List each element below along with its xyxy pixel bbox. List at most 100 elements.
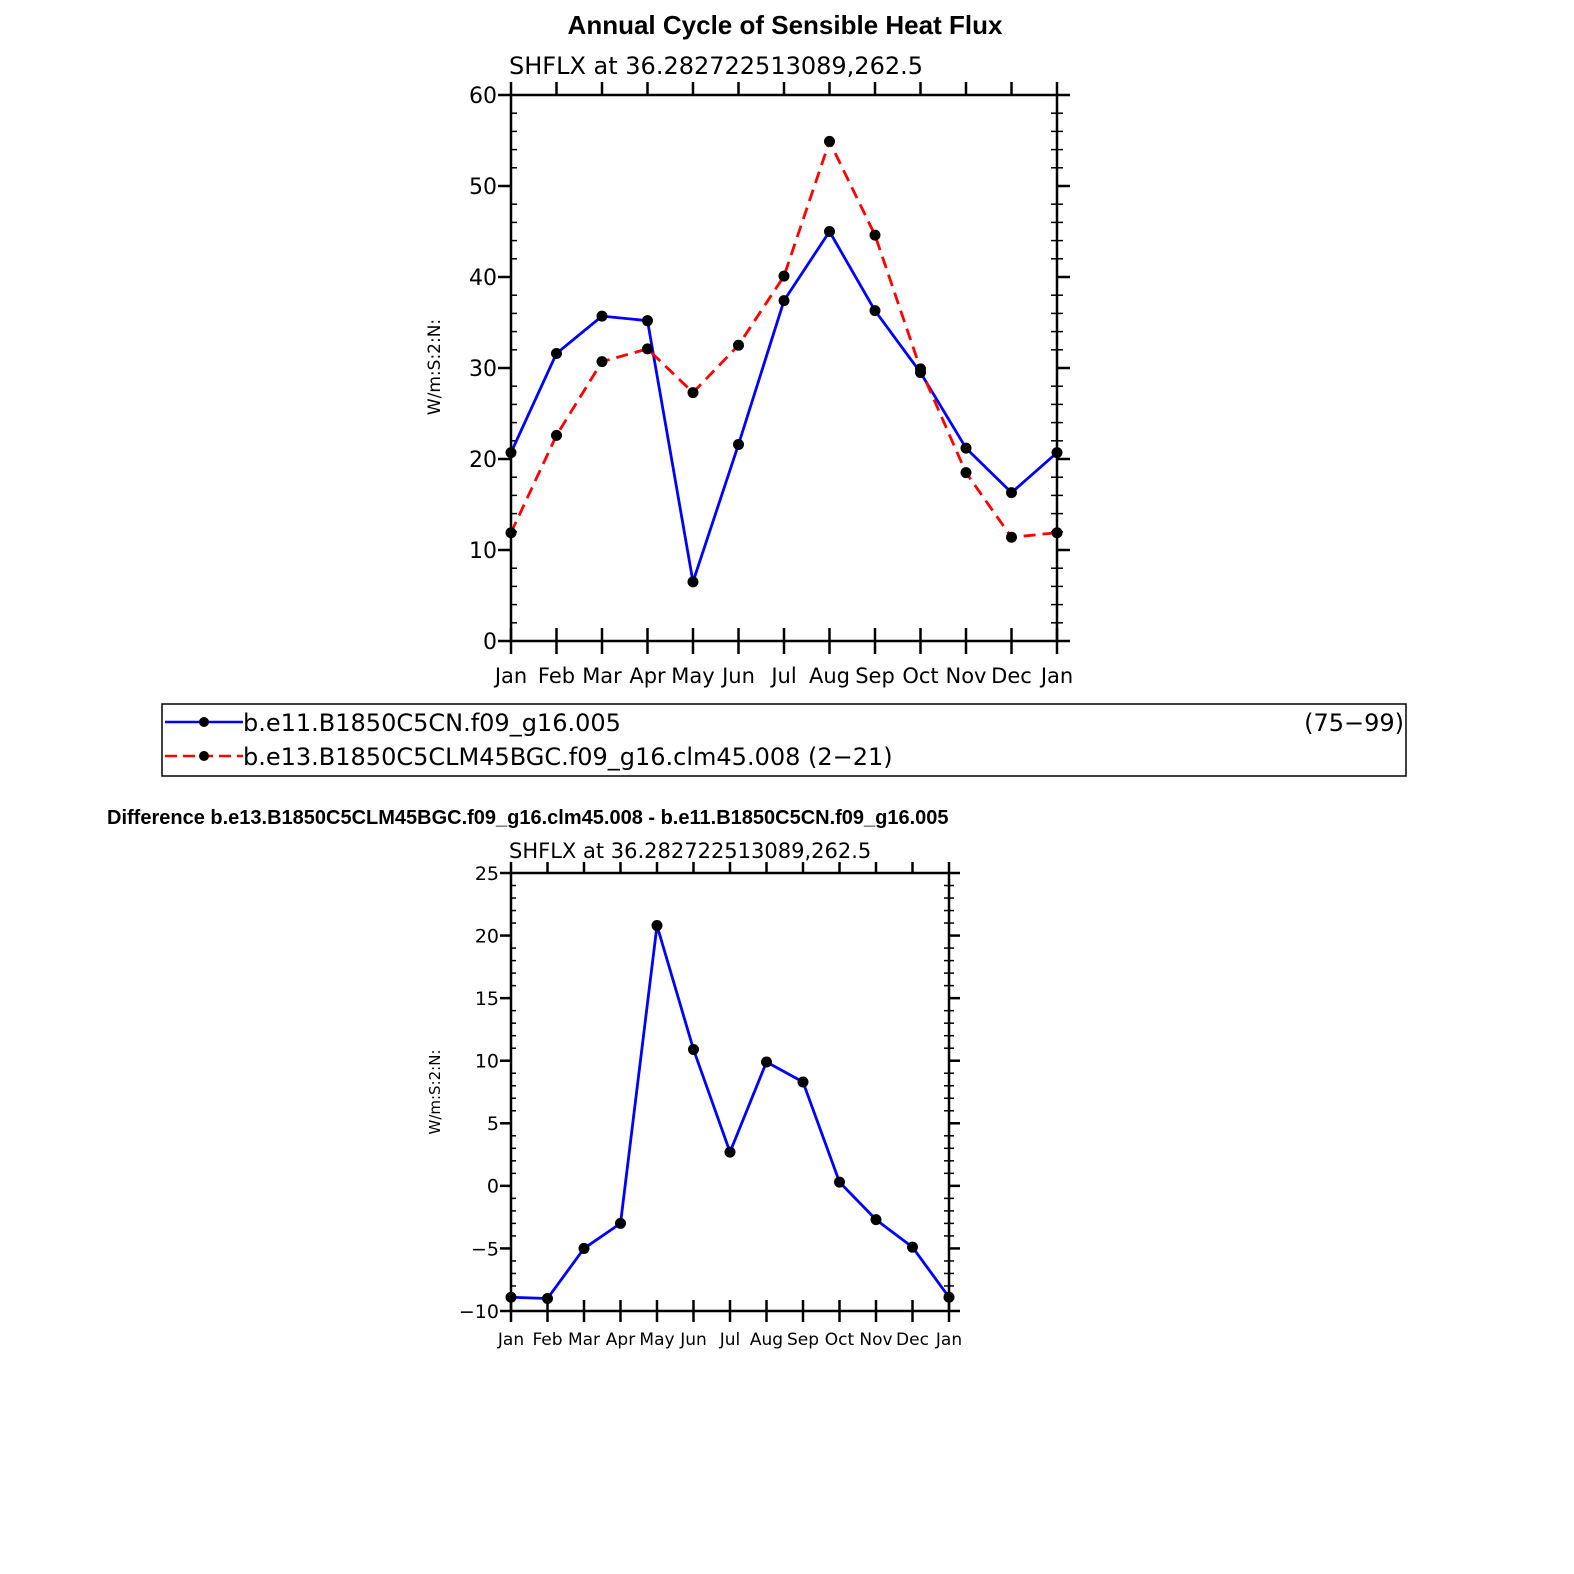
x-tick-label: Jan [497,1330,524,1350]
y-tick-label: 25 [475,863,499,885]
legend-label-series-2: b.e13.B1850C5CLM45BGC.f09_g16.clm45.008 … [243,743,893,771]
x-tick-label: Dec [896,1330,929,1350]
data-point-series-1 [688,1043,699,1055]
x-tick-label: Nov [946,664,987,688]
legend-box [161,703,1407,777]
data-point-series-2 [915,363,926,375]
x-tick-label: Oct [825,1330,855,1350]
data-point-series-1 [651,920,663,932]
data-point-series-1 [615,1217,626,1229]
data-point-series-1 [1006,487,1017,499]
x-tick-label: Sep [787,1330,819,1350]
difference-chart: SHFLX at 36.282722513089,262.5 W/m:S:2:N… [426,839,962,1350]
y-tick-label: 10 [469,539,497,564]
data-point-series-1 [505,447,517,459]
y-tick-label: 0 [487,1176,499,1198]
x-tick-label: Jan [1039,664,1073,688]
series-line-2 [509,140,1058,539]
data-point-series-1 [960,442,972,454]
data-point-series-2 [687,387,699,399]
data-point-series-1 [797,1076,809,1088]
x-tick-label: Dec [991,664,1032,688]
data-point-series-2 [824,135,835,147]
x-tick-label: May [671,664,714,688]
data-point-series-2 [505,527,517,539]
legend-marker-series-2 [199,751,209,761]
x-tick-label: Mar [568,1330,600,1350]
x-tick-label: Jan [935,1330,962,1350]
x-tick-label: Aug [750,1330,783,1350]
y-tick-label: 20 [469,448,497,473]
y-tick-label: −10 [459,1301,499,1323]
data-point-series-1 [869,305,881,317]
y-tick-label: 20 [475,925,499,947]
y-tick-label: 40 [469,266,497,291]
top-chart-ylabel: W/m:S:2:N: [425,319,445,415]
data-point-series-1 [687,576,699,588]
data-point-series-1 [907,1241,918,1253]
data-point-series-2 [596,356,608,368]
data-point-series-1 [870,1214,882,1226]
series-line-1 [510,924,951,1300]
y-tick-label: 10 [475,1051,499,1073]
data-point-series-1 [778,295,790,307]
data-point-series-1 [761,1056,772,1068]
x-tick-label: Apr [629,664,666,688]
x-tick-label: Feb [532,1330,562,1350]
data-point-series-1 [642,315,653,327]
data-point-series-1 [578,1242,590,1254]
x-tick-label: Oct [902,664,938,688]
x-tick-label: May [639,1330,674,1350]
x-tick-label: Jun [720,664,755,688]
data-point-series-2 [642,343,653,355]
main-title: Annual Cycle of Sensible Heat Flux [568,10,1003,40]
top-chart-frame [509,93,1059,643]
y-tick-label: 30 [469,357,497,382]
data-point-series-1 [943,1291,955,1303]
data-point-series-1 [824,226,835,237]
legend-marker-series-1 [199,717,209,727]
bottom-chart-subtitle: SHFLX at 36.282722513089,262.5 [509,839,871,863]
data-point-series-1 [1051,447,1063,459]
x-tick-label: Mar [582,664,622,688]
x-tick-label: Jun [679,1330,707,1350]
legend-years-series-1: (75−99) [1304,709,1404,737]
bottom-chart-ylabel: W/m:S:2:N: [426,1050,444,1135]
y-tick-label: 0 [483,630,497,655]
data-point-series-1 [834,1176,845,1188]
data-point-series-1 [733,438,744,450]
x-tick-label: Nov [859,1330,892,1350]
y-tick-label: 5 [487,1113,499,1135]
x-tick-label: Jul [769,664,796,688]
data-point-series-2 [869,229,881,241]
data-point-series-2 [551,429,562,441]
data-point-series-2 [733,339,744,351]
data-point-series-1 [724,1146,736,1158]
data-point-series-2 [778,270,790,282]
y-tick-label: 60 [469,84,497,109]
legend-label-series-1: b.e11.B1850C5CN.f09_g16.005 [243,709,621,737]
difference-title: Difference b.e13.B1850C5CLM45BGC.f09_g16… [107,807,949,829]
data-point-series-2 [1006,531,1017,543]
y-tick-label: −5 [471,1238,499,1260]
legend: b.e11.B1850C5CN.f09_g16.005 (75−99) b.e1… [161,703,1407,777]
x-tick-label: Jul [719,1330,741,1350]
series-line-1 [509,230,1058,584]
y-tick-label: 50 [469,175,497,200]
annual-cycle-chart: SHFLX at 36.282722513089,262.5 W/m:S:2:N… [425,52,1073,688]
y-tick-label: 15 [475,988,499,1010]
top-chart-subtitle: SHFLX at 36.282722513089,262.5 [509,52,923,80]
data-point-series-2 [960,467,972,479]
x-tick-label: Jan [493,664,527,688]
data-point-series-2 [1051,527,1063,539]
x-tick-label: Feb [538,664,575,688]
data-point-series-1 [505,1291,517,1303]
data-point-series-1 [596,310,608,322]
x-tick-label: Aug [809,664,850,688]
data-point-series-1 [551,347,562,359]
x-tick-label: Apr [606,1330,635,1350]
bottom-chart-frame [509,871,951,1313]
data-point-series-1 [542,1292,553,1304]
x-tick-label: Sep [855,664,895,688]
